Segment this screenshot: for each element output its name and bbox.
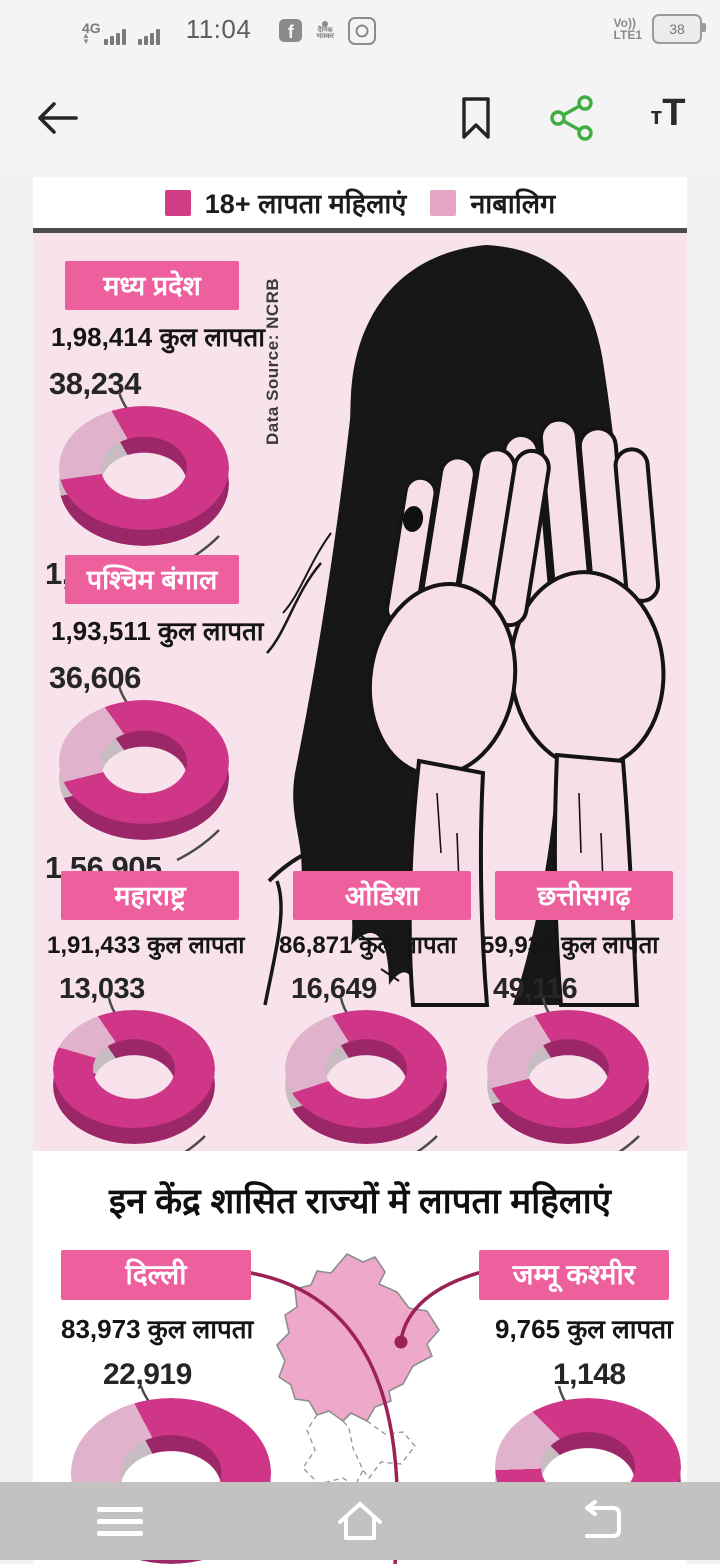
- total-missing-suffix: कुल लापता: [567, 1314, 673, 1344]
- fingernail-detail: [402, 506, 424, 532]
- legend-minor-label: नाबालिग: [470, 189, 556, 219]
- text-size-small-glyph: т: [650, 103, 663, 130]
- donut-chart: [59, 700, 229, 840]
- region-label: मध्य प्रदेश: [65, 261, 239, 310]
- battery-icon: 38: [652, 14, 706, 44]
- data-arrows-icon: ▲ ▼: [82, 30, 90, 46]
- clock-time: 11:04: [185, 13, 252, 44]
- total-missing-suffix: कुल लापता: [158, 616, 264, 646]
- minor-count: 13,033: [59, 973, 145, 1005]
- android-navigation-bar: [0, 1482, 720, 1560]
- total-missing-value: 1,98,414: [51, 322, 153, 352]
- total-missing-value: 59,933: [481, 932, 555, 959]
- minor-count: 49,116: [493, 973, 578, 1005]
- total-missing-suffix: कुल लापता: [159, 322, 265, 352]
- share-button[interactable]: [550, 94, 594, 142]
- total-missing-value: 83,973: [61, 1314, 141, 1344]
- total-missing-value: 9,765: [495, 1314, 561, 1344]
- text-size-large-glyph: T: [662, 92, 686, 134]
- region-label: छत्तीसगढ़: [495, 871, 673, 920]
- minor-count: 22,919: [103, 1358, 192, 1391]
- article-infographic: 18+ लापता महिलाएं नाबालिग: [33, 177, 687, 1564]
- text-size-button[interactable]: т T: [646, 94, 690, 142]
- status-bar: 4G ▲ ▼ 11:04 f दैनिक भास्कर Vo)) LTE1 38: [0, 0, 720, 58]
- donut-chart: [53, 1010, 215, 1144]
- legend-minor-swatch: [430, 189, 457, 216]
- total-missing-suffix: कुल लापता: [147, 932, 245, 959]
- signal-4g-icon: 4G ▲ ▼: [82, 19, 126, 46]
- total-missing-suffix: कुल लापता: [147, 1314, 254, 1344]
- donut-chart: [285, 1010, 447, 1144]
- region-label: दिल्ली: [61, 1250, 251, 1300]
- back-button[interactable]: [36, 98, 80, 138]
- volte-indicator: Vo)) LTE1: [613, 16, 642, 42]
- section-title: इन केंद्र शासित राज्यों में लापता महिलाए…: [108, 1182, 612, 1221]
- jammu-kashmir-map: [276, 1253, 440, 1488]
- bookmark-icon: [462, 97, 490, 139]
- home-icon: [338, 1502, 382, 1540]
- total-missing-value: 86,871: [279, 932, 353, 959]
- recent-apps-button[interactable]: [0, 1500, 240, 1543]
- share-icon: [550, 95, 593, 141]
- minor-count: 1,148: [553, 1358, 626, 1391]
- back-arrow-icon: [38, 102, 78, 134]
- region-label: पश्चिम बंगाल: [65, 555, 239, 604]
- woman-covering-face-illustration: [263, 245, 666, 1007]
- bookmark-button[interactable]: [454, 94, 498, 142]
- state-chart-odisha: ओडिशा 86,871 कुल लापता 16,649 70,222: [267, 843, 485, 1151]
- chart-legend: 18+ लापता महिलाएं नाबालिग: [33, 177, 687, 233]
- minor-count: 38,234: [49, 366, 141, 401]
- state-chart-chhattisgarh: छत्तीसगढ़ 59,933 कुल लापता 49,116 10,817: [469, 843, 687, 1151]
- facebook-notification-icon: f: [279, 19, 303, 42]
- donut-chart: [487, 1010, 649, 1144]
- back-nav-button[interactable]: [480, 1500, 720, 1542]
- total-missing-value: 1,93,511: [51, 616, 151, 646]
- donut-chart: [59, 406, 229, 546]
- total-missing-suffix: कुल लापता: [359, 932, 457, 959]
- dainik-bhaskar-notification-icon: दैनिक भास्कर: [316, 21, 334, 40]
- app-toolbar: т T: [0, 58, 720, 177]
- minor-count: 36,606: [49, 660, 141, 695]
- state-chart-madhya-pradesh: मध्य प्रदेश 1,98,414 कुल लापता 38,234 1,…: [33, 233, 295, 592]
- legend-adult-swatch: [164, 189, 191, 216]
- menu-icon: [97, 1500, 143, 1543]
- minor-count: 16,649: [291, 973, 377, 1005]
- legend-adult-label: 18+ लापता महिलाएं: [204, 189, 407, 219]
- region-label: जम्मू कश्मीर: [479, 1250, 669, 1300]
- home-button[interactable]: [240, 1498, 480, 1544]
- network-type-label: 4G: [82, 19, 101, 36]
- signal-bars-icon: [137, 28, 160, 45]
- state-chart-maharashtra: महाराष्ट्र 1,91,433 कुल लापता 13,033 1,7…: [35, 843, 253, 1151]
- total-missing-value: 1,91,433: [47, 932, 141, 959]
- region-label: ओडिशा: [293, 871, 471, 920]
- state-chart-west-bengal: पश्चिम बंगाल 1,93,511 कुल लापता 36,606 1…: [33, 527, 295, 886]
- region-label: महाराष्ट्र: [61, 871, 239, 920]
- states-chart-panel: Data Source: NCRB मध्य प्रदेश 1,98,414 क…: [33, 233, 687, 1151]
- return-arrow-icon: [585, 1500, 621, 1538]
- instagram-notification-icon: [348, 16, 377, 45]
- battery-percent: 38: [669, 21, 685, 37]
- total-missing-suffix: कुल लापता: [561, 932, 659, 959]
